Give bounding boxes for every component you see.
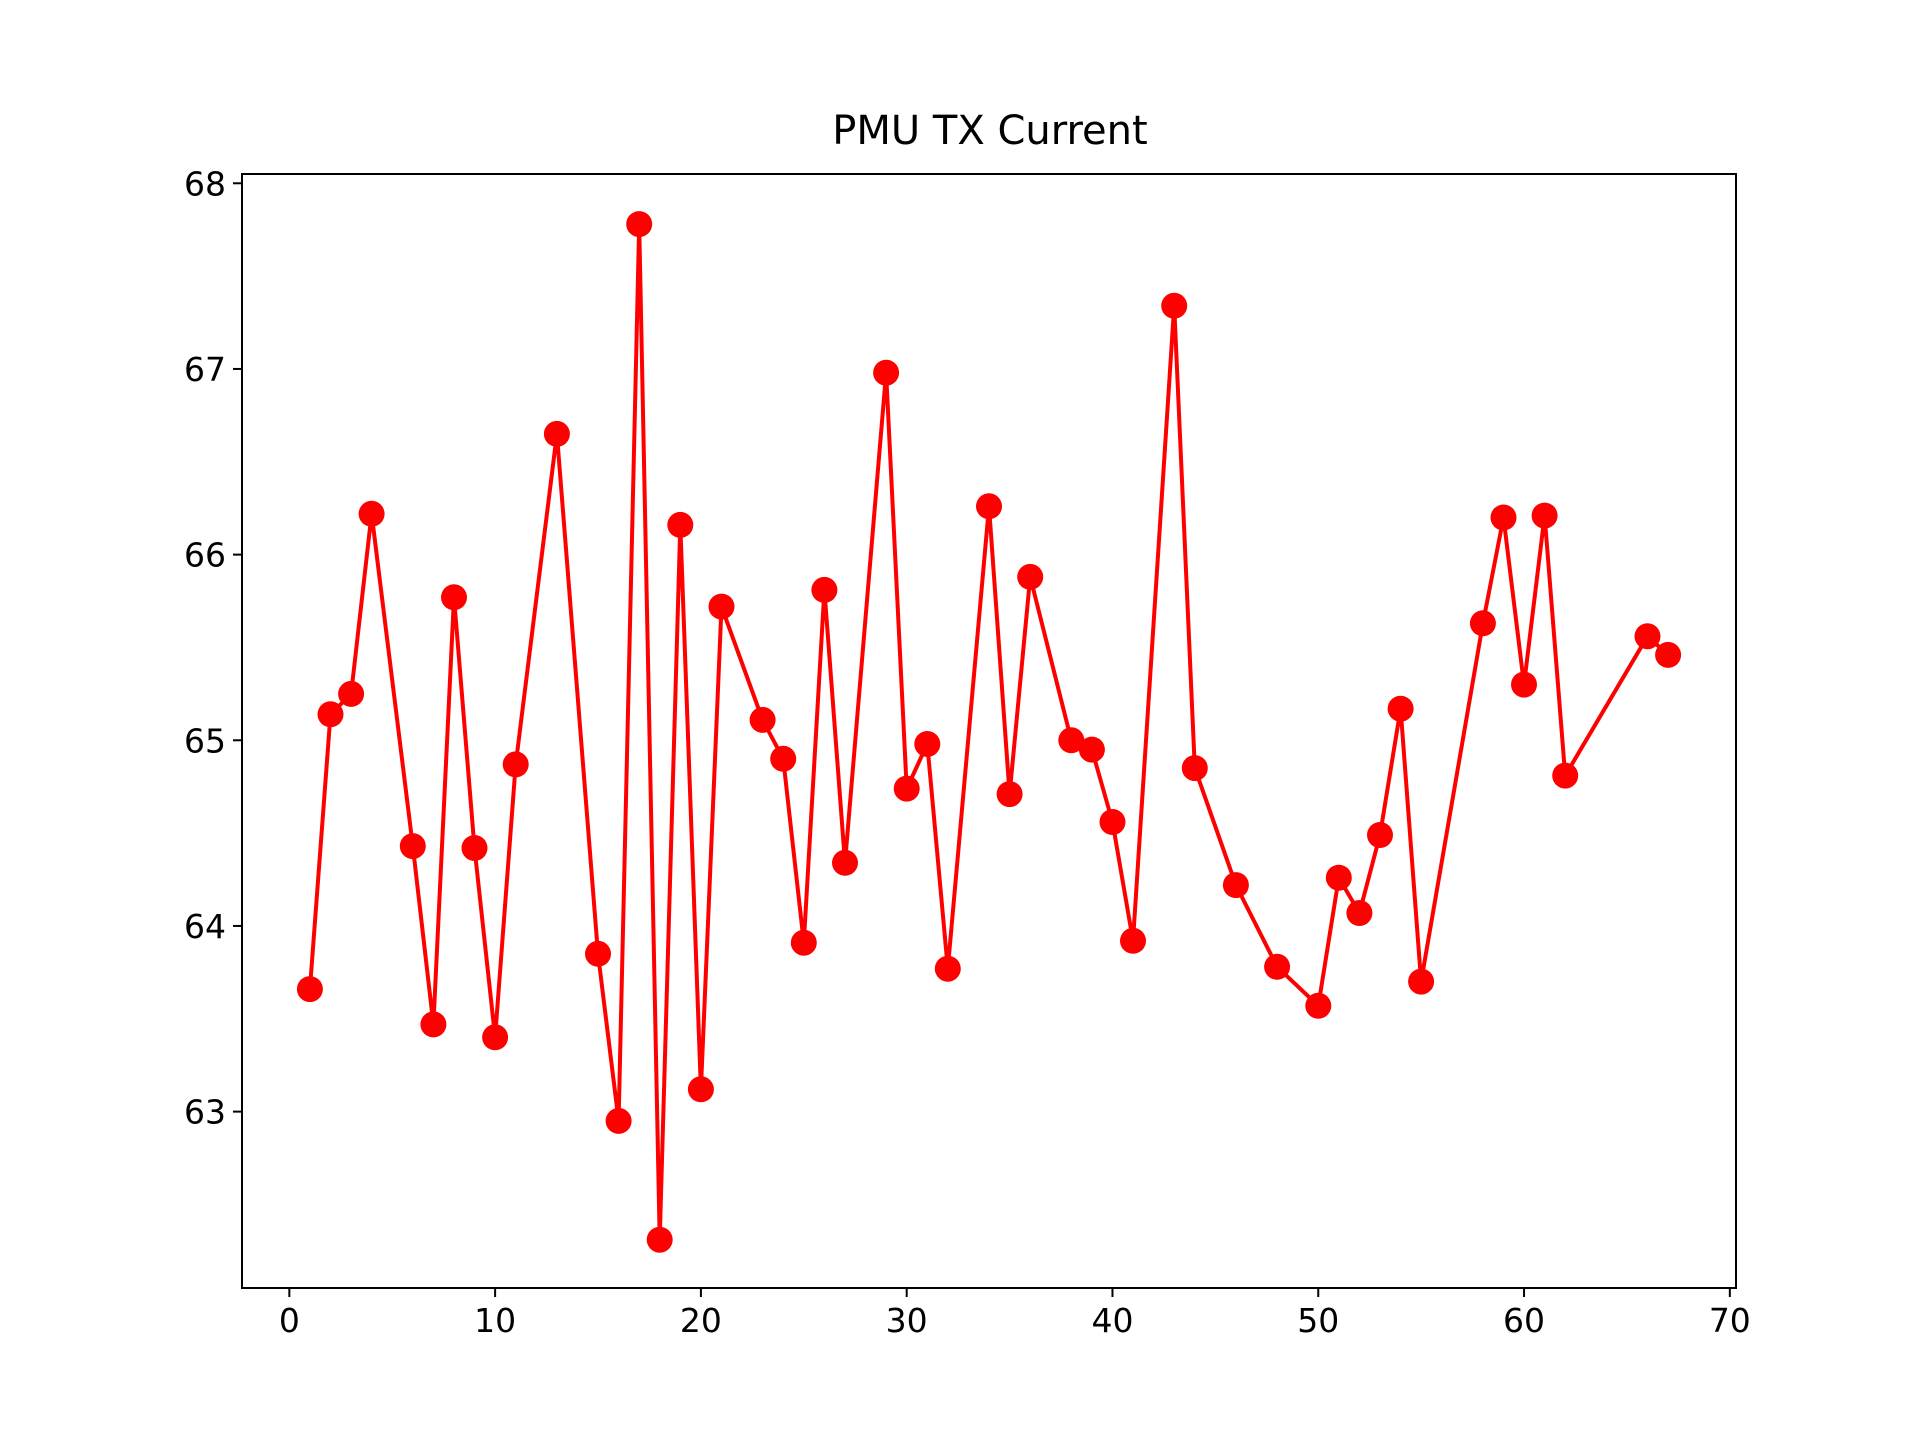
data-point — [317, 701, 344, 728]
data-point — [646, 1226, 673, 1253]
data-point — [1655, 641, 1682, 668]
data-point — [667, 511, 694, 538]
x-tick-label: 0 — [279, 1301, 300, 1340]
x-tick-label: 30 — [886, 1301, 928, 1340]
data-point — [1634, 623, 1661, 650]
chart-title: PMU TX Current — [832, 108, 1147, 154]
data-point — [1305, 992, 1332, 1019]
data-point — [1408, 968, 1435, 995]
y-tick-label: 64 — [184, 907, 226, 946]
data-point — [1264, 953, 1291, 980]
x-tick-label: 40 — [1091, 1301, 1133, 1340]
data-point — [1161, 292, 1188, 319]
x-axis-ticks: 0 10 20 30 40 50 60 70 — [279, 1288, 1751, 1340]
data-point — [790, 929, 817, 956]
data-point — [1222, 872, 1249, 899]
data-point — [585, 940, 611, 967]
data-point — [1531, 502, 1558, 529]
data-point — [1490, 504, 1517, 531]
data-point — [1058, 727, 1085, 754]
data-point — [708, 593, 735, 620]
data-point — [893, 775, 920, 802]
data-point — [770, 745, 797, 772]
x-tick-label: 50 — [1297, 1301, 1339, 1340]
data-point — [441, 584, 467, 611]
y-tick-label: 67 — [184, 350, 226, 389]
y-tick-label: 68 — [184, 164, 226, 203]
data-point — [1346, 900, 1373, 926]
y-tick-label: 63 — [184, 1093, 226, 1132]
data-point — [934, 955, 961, 982]
data-point — [399, 833, 426, 860]
data-point — [1181, 755, 1208, 782]
data-point — [338, 680, 365, 707]
data-point — [482, 1024, 509, 1051]
data-point — [1387, 695, 1414, 722]
data-point — [1325, 864, 1352, 891]
data-point — [420, 1011, 447, 1038]
data-point — [626, 211, 653, 238]
data-point — [976, 493, 1002, 520]
data-point — [1099, 809, 1126, 835]
data-point — [605, 1107, 632, 1134]
data-point — [1552, 762, 1579, 789]
data-point — [461, 835, 488, 861]
data-point — [832, 849, 858, 876]
data-point — [873, 359, 900, 386]
x-tick-label: 10 — [474, 1301, 516, 1340]
data-point — [1469, 610, 1496, 637]
data-point — [811, 576, 838, 603]
plot-area — [296, 211, 1682, 1253]
axes-frame — [241, 173, 1737, 1289]
data-point — [502, 751, 529, 778]
data-point — [543, 420, 570, 447]
data-point — [996, 781, 1023, 808]
data-point — [1120, 927, 1146, 954]
data-point — [1078, 736, 1105, 763]
x-tick-label: 20 — [680, 1301, 722, 1340]
data-point — [687, 1076, 714, 1103]
y-axis-ticks: 63 64 65 66 67 68 — [184, 164, 242, 1132]
data-point — [296, 976, 323, 1003]
y-tick-label: 65 — [184, 721, 226, 760]
x-tick-label: 60 — [1503, 1301, 1545, 1340]
data-point — [358, 500, 385, 527]
data-point — [914, 731, 941, 757]
data-point — [749, 706, 776, 733]
data-point — [1511, 671, 1537, 698]
data-point — [1017, 563, 1044, 590]
x-tick-label: 70 — [1709, 1301, 1751, 1340]
data-point — [1367, 822, 1393, 848]
y-tick-label: 66 — [184, 536, 226, 575]
